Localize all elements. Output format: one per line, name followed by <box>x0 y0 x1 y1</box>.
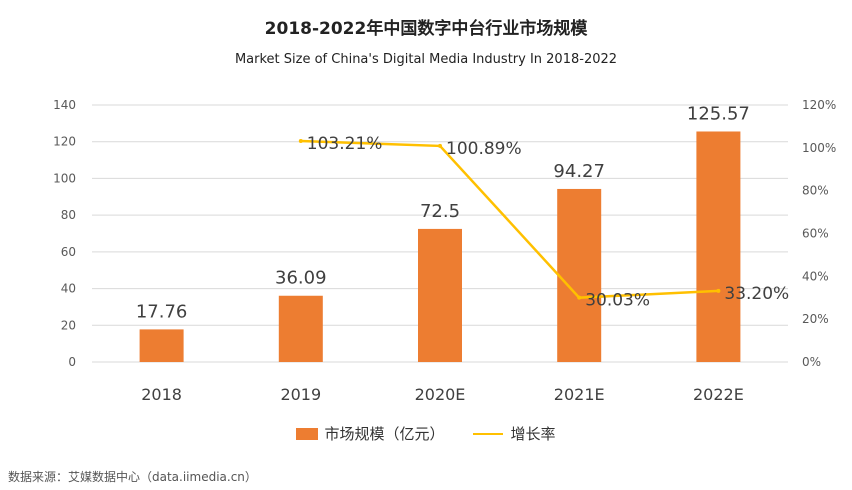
growth-rate-line <box>300 139 719 299</box>
growth-rate-point <box>438 143 442 148</box>
bar-value-label: 36.09 <box>275 268 327 289</box>
y-left-tick-label: 60 <box>61 245 76 259</box>
y-right-tick-label: 40% <box>802 269 829 283</box>
y-right-tick-label: 120% <box>802 98 836 112</box>
y-right-tick-label: 100% <box>802 141 836 155</box>
bar-value-label: 72.5 <box>420 201 460 222</box>
bar <box>418 228 462 362</box>
y-right-tick-label: 80% <box>802 184 829 198</box>
x-tick-label: 2021E <box>554 385 605 404</box>
y-left-tick-label: 40 <box>61 282 76 296</box>
growth-rate-label: 100.89% <box>446 139 522 159</box>
growth-rate-point <box>577 295 582 300</box>
legend: 市场规模（亿元） 增长率 <box>0 423 852 444</box>
legend-label-market-size: 市场规模（亿元） <box>324 425 445 443</box>
legend-bar-swatch <box>296 427 319 440</box>
growth-rate-label: 30.03% <box>585 291 650 311</box>
bar <box>278 295 323 362</box>
bar <box>696 131 741 362</box>
y-left-tick-label: 120 <box>53 135 76 149</box>
x-tick-label: 2018 <box>141 385 182 404</box>
legend-label-growth-rate: 增长率 <box>510 425 556 443</box>
y-right-tick-label: 60% <box>802 227 829 241</box>
legend-item-market-size: 市场规模（亿元） <box>296 423 445 444</box>
y-left-tick-label: 80 <box>61 208 76 222</box>
y-left-tick-label: 0 <box>68 355 76 369</box>
y-right-tick-label: 20% <box>802 312 829 326</box>
y-right-tick-label: 0% <box>802 355 821 369</box>
x-tick-label: 2019 <box>280 385 321 404</box>
y-left-tick-label: 140 <box>53 98 76 112</box>
growth-rate-point <box>716 288 721 293</box>
bar <box>139 329 184 362</box>
legend-line-swatch <box>472 432 503 435</box>
y-left-tick-label: 100 <box>53 171 76 185</box>
bar-value-label: 17.76 <box>136 301 188 322</box>
growth-rate-label: 103.21% <box>307 134 383 154</box>
chart-svg: 0 20 40 60 80 100 120 140 0% 20% 40% 60% 80% 100% 120%… <box>53 98 836 404</box>
x-tick-label: 2022E <box>693 385 744 404</box>
growth-rate-point <box>298 138 303 143</box>
legend-item-growth-rate: 增长率 <box>472 423 556 444</box>
chart-subtitle: Market Size of China's Digital Media Ind… <box>234 52 618 67</box>
growth-rate-label: 33.20% <box>724 284 789 304</box>
chart-title: 2018-2022年中国数字中台行业市场规模 <box>264 19 588 39</box>
bar-value-label: 125.57 <box>687 103 750 124</box>
bar <box>557 188 602 362</box>
bar-value-label: 94.27 <box>553 161 605 182</box>
data-source: 数据来源：艾媒数据中心（data.iimedia.cn） <box>8 470 257 484</box>
y-left-tick-label: 20 <box>61 318 76 332</box>
x-tick-label: 2020E <box>415 385 466 404</box>
